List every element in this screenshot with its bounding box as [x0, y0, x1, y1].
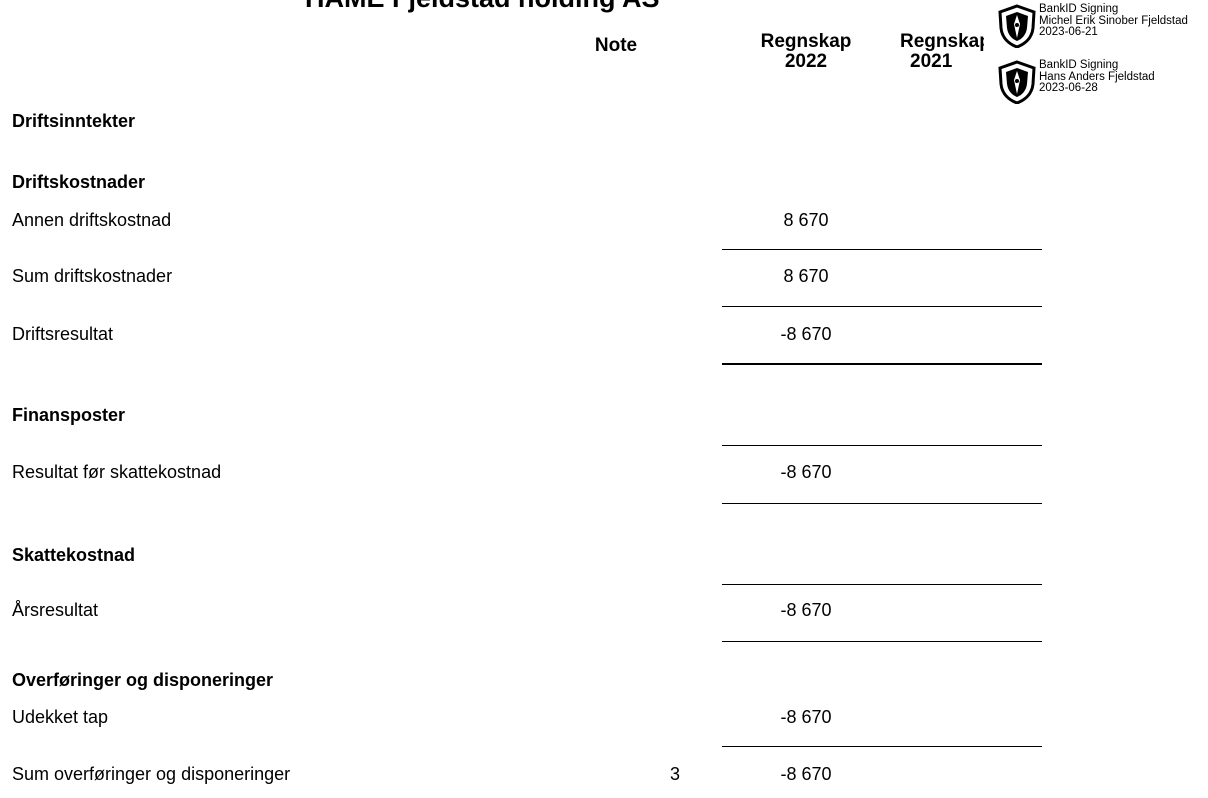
signer-name: Michel Erik Sinober Fjeldstad: [1039, 14, 1188, 27]
divider: [722, 306, 1042, 307]
divider: [722, 445, 1042, 446]
previous-header-line2: 2021: [910, 51, 953, 72]
row-sum-overforinger-value: -8 670: [780, 764, 832, 784]
row-arsresultat-value: -8 670: [780, 600, 832, 620]
row-driftsresultat-value: -8 670: [780, 324, 832, 344]
note-column-header: Note: [594, 35, 638, 56]
row-sum-driftskostnader-value: 8 670: [783, 266, 829, 286]
row-arsresultat-label: Årsresultat: [12, 600, 99, 620]
bankid-shield-icon: [998, 60, 1036, 104]
row-resultat-for-skattekostnad-value: -8 670: [780, 462, 832, 482]
divider: [722, 363, 1042, 365]
divider: [722, 584, 1042, 585]
section-overforinger-og-disponeringer: Overføringer og disponeringer: [12, 670, 274, 690]
section-finansposter: Finansposter: [12, 405, 126, 425]
row-udekket-tap-value: -8 670: [780, 707, 832, 727]
signature-label: BankID Signing: [1039, 59, 1119, 71]
divider: [722, 641, 1042, 642]
bankid-shield-icon: [998, 4, 1036, 48]
row-resultat-for-skattekostnad-label: Resultat før skattekostnad: [12, 462, 222, 482]
divider: [722, 746, 1042, 747]
previous-year-column-header: Regnskap 2021: [900, 31, 991, 72]
divider: [722, 503, 1042, 504]
bankid-signature-2: BankID Signing Hans Anders Fjeldstad 202…: [997, 59, 1208, 108]
row-sum-overforinger-label: Sum overføringer og disponeringer: [12, 764, 291, 784]
current-year-column-header: Regnskap 2022: [722, 32, 890, 72]
row-sum-overforinger-note: 3: [669, 764, 680, 784]
bankid-signature-1: BankID Signing Michel Erik Sinober Fjeld…: [997, 3, 1208, 52]
row-annen-driftskostnad-label: Annen driftskostnad: [12, 210, 172, 230]
row-annen-driftskostnad-value: 8 670: [783, 210, 829, 230]
current-header-line2: 2022: [784, 51, 828, 72]
section-driftsinntekter: Driftsinntekter: [12, 111, 136, 131]
previous-header-line1: Regnskap: [900, 31, 991, 52]
company-title: HAME Fjeldstad holding AS: [305, 0, 660, 14]
signature-date: 2023-06-21: [1039, 26, 1098, 38]
section-skattekostnad: Skattekostnad: [12, 545, 136, 565]
signature-date: 2023-06-28: [1039, 82, 1098, 94]
current-header-line1: Regnskap: [760, 31, 852, 52]
section-driftskostnader: Driftskostnader: [12, 172, 146, 192]
row-sum-driftskostnader-label: Sum driftskostnader: [12, 266, 173, 286]
signer-name: Hans Anders Fjeldstad: [1039, 70, 1155, 83]
row-driftsresultat-label: Driftsresultat: [12, 324, 114, 344]
row-udekket-tap-label: Udekket tap: [12, 707, 109, 727]
divider: [722, 249, 1042, 250]
signature-label: BankID Signing: [1039, 3, 1119, 15]
